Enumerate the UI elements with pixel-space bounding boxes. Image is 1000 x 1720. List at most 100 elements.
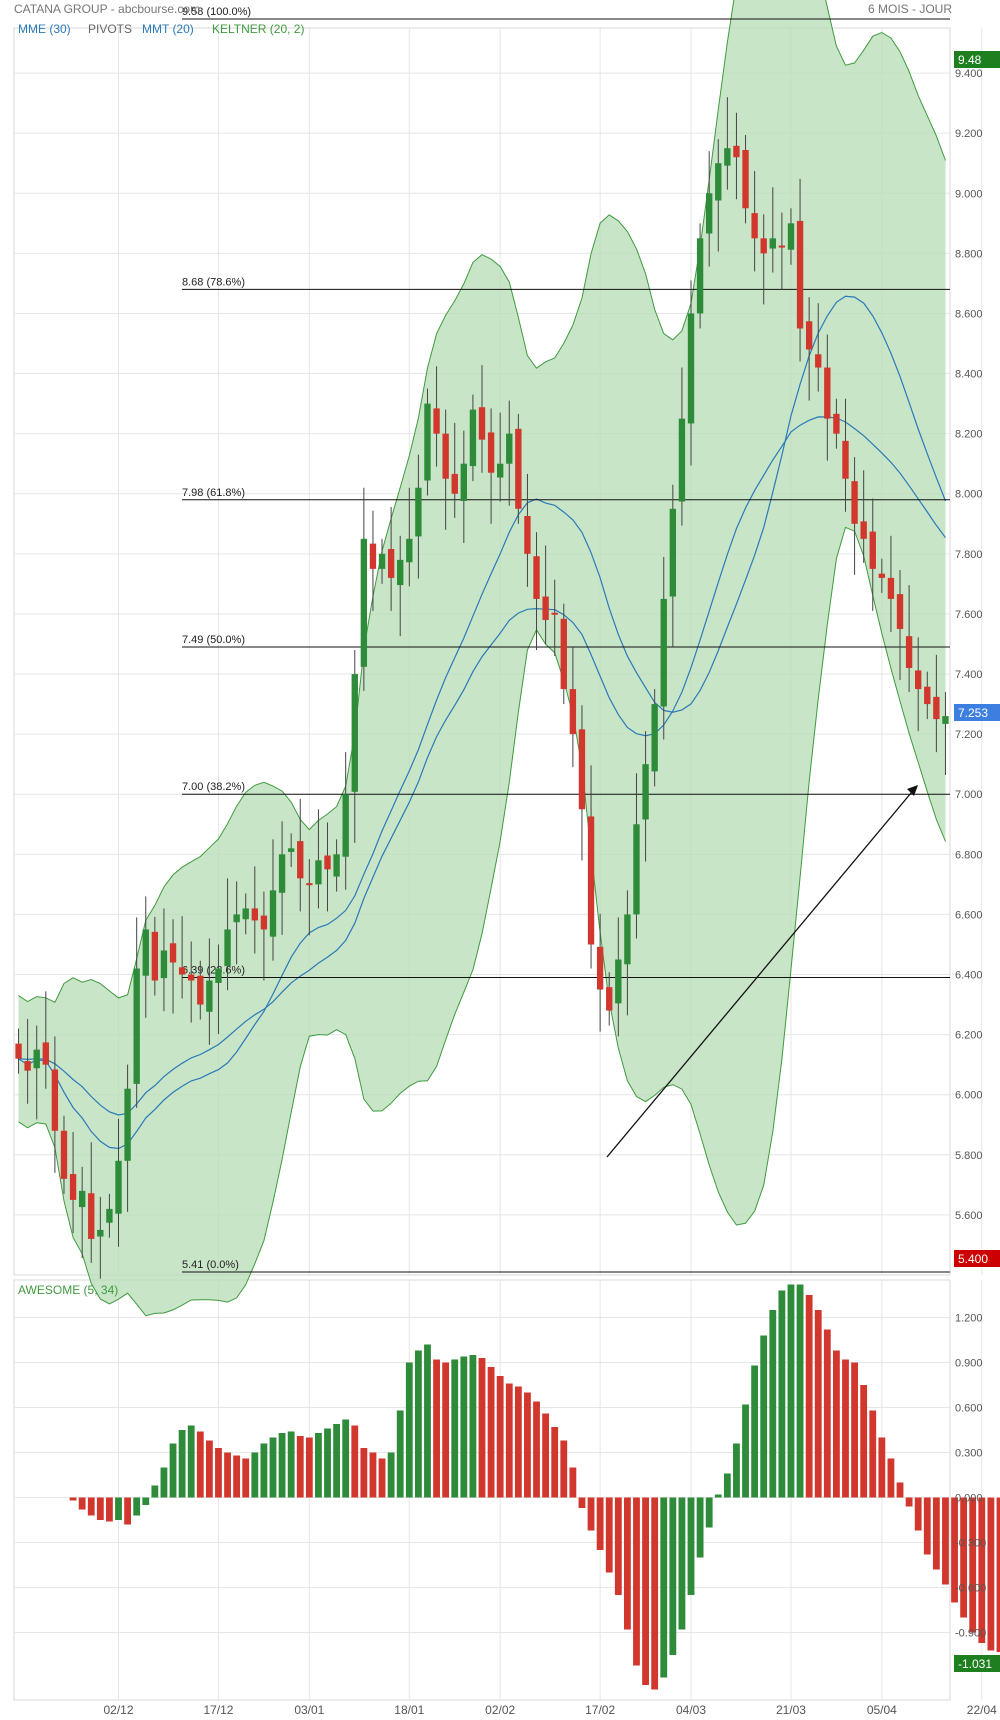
candle-body [460, 463, 468, 501]
candle-body [842, 440, 849, 479]
awesome-bar [460, 1356, 468, 1498]
badge-last-price: 7.253 [954, 704, 1000, 721]
candle-body [78, 1190, 86, 1208]
awesome-bar [369, 1452, 377, 1498]
candle-body [615, 959, 622, 1004]
awesome-bar [605, 1497, 613, 1573]
awesome-bar [596, 1497, 604, 1550]
candle-body [551, 612, 558, 615]
band-upper-line [18, 0, 946, 1003]
candle-body [224, 929, 231, 967]
awesome-bar [78, 1497, 86, 1510]
awesome-bar [778, 1290, 786, 1498]
awesome-bar [469, 1355, 477, 1498]
candle-body [324, 855, 331, 870]
candle-body [178, 967, 186, 975]
candle-body [642, 764, 649, 820]
legend-keltner[interactable]: KELTNER (20, 2) [212, 22, 304, 36]
awesome-bar [251, 1452, 259, 1498]
price-tick-label: 6.400 [955, 970, 983, 982]
fib-label: 8.68 (78.6%) [182, 276, 245, 288]
candle-body [142, 929, 149, 976]
awesome-bar [796, 1284, 804, 1498]
price-tick-label: 7.400 [955, 669, 983, 681]
candle-body [278, 854, 286, 893]
date-tick-label: 02/02 [485, 1703, 515, 1717]
fib-label: 5.41 (0.0%) [182, 1259, 239, 1271]
chart-period: 6 MOIS - JOUR [868, 2, 952, 16]
candle-body [515, 428, 522, 509]
candle-body [896, 594, 904, 629]
candle-body [587, 816, 595, 945]
ao-title: AWESOME (5, 34) [18, 1283, 118, 1297]
awesome-bar [133, 1497, 141, 1516]
awesome-bar [633, 1497, 640, 1666]
candle-body [369, 543, 377, 569]
price-tick-label: 7.000 [955, 789, 983, 801]
awesome-bar [505, 1383, 513, 1498]
candle-body [851, 481, 858, 524]
candle-body [824, 367, 831, 419]
awesome-bar [142, 1497, 150, 1505]
price-tick-label: 7.200 [955, 729, 983, 741]
awesome-bar [942, 1497, 949, 1585]
awesome-bar [542, 1413, 550, 1498]
awesome-bar [496, 1376, 504, 1498]
awesome-bar [351, 1425, 359, 1498]
candle-body [297, 841, 304, 879]
price-axis: 5.600 5.800 6.000 6.200 6.400 6.600 6.800 7.000… [955, 68, 983, 1222]
candle-body [360, 538, 368, 667]
awesome-bar [687, 1497, 695, 1595]
date-tick-label: 22/04 [967, 1703, 997, 1717]
oscillator-tick-label: 0.900 [955, 1358, 983, 1370]
fib-label: 7.49 (50.0%) [182, 634, 245, 646]
trend-arrow-head [907, 785, 918, 796]
awesome-bar [551, 1427, 559, 1498]
candle-body [860, 521, 867, 539]
price-tick-label: 8.400 [955, 369, 983, 381]
badge-ao-last: -1.031 [954, 1655, 1000, 1672]
candle-body [215, 968, 222, 983]
candle-body [424, 403, 431, 481]
price-tick-label: 7.800 [955, 549, 983, 561]
candle-body [733, 145, 740, 158]
legend-mme[interactable]: MME (30) [18, 22, 71, 36]
awesome-bar [414, 1350, 422, 1498]
candle-body [88, 1193, 95, 1239]
band-lower-line [18, 526, 946, 1317]
candle-body [106, 1208, 113, 1223]
awesome-bar [215, 1448, 222, 1498]
candle-body [42, 1042, 49, 1065]
candle-body [33, 1049, 40, 1069]
candle-body [351, 674, 358, 792]
awesome-bar [233, 1455, 241, 1498]
mme-line [18, 416, 946, 1116]
awesome-bar [205, 1440, 213, 1498]
candle-body [69, 1174, 77, 1200]
trend-arrow [606, 786, 917, 1158]
legend-mmt[interactable]: MMT (20) [142, 22, 194, 36]
legend-pivots[interactable]: PIVOTS [88, 22, 132, 36]
candle-body [97, 1229, 104, 1237]
oscillator-tick-label: 0.300 [955, 1448, 983, 1460]
awesome-bar [814, 1310, 822, 1498]
awesome-bar [914, 1497, 922, 1531]
oscillator-tick-label: -0.900 [955, 1628, 986, 1640]
fib-label: 7.98 (61.8%) [182, 487, 245, 499]
awesome-bar [578, 1497, 586, 1508]
date-axis: 02/12 17/12 03/01 18/01 02/02 17/02 04/03 21/03… [103, 1703, 997, 1717]
candle-body [933, 696, 940, 720]
svg-text:7.253: 7.253 [958, 706, 988, 720]
price-tick-label: 6.800 [955, 849, 983, 861]
candle-body [60, 1130, 68, 1179]
awesome-bar [569, 1467, 577, 1498]
candle-body [524, 515, 531, 554]
oscillator-tick-label: 1.200 [955, 1313, 983, 1325]
awesome-bar [160, 1467, 168, 1498]
candle-body [815, 354, 822, 368]
badge-top-price: 9.48 [954, 51, 1000, 68]
awesome-bar [932, 1497, 940, 1570]
awesome-bar [514, 1386, 522, 1498]
awesome-bar [751, 1365, 759, 1498]
candle-body [751, 213, 758, 239]
